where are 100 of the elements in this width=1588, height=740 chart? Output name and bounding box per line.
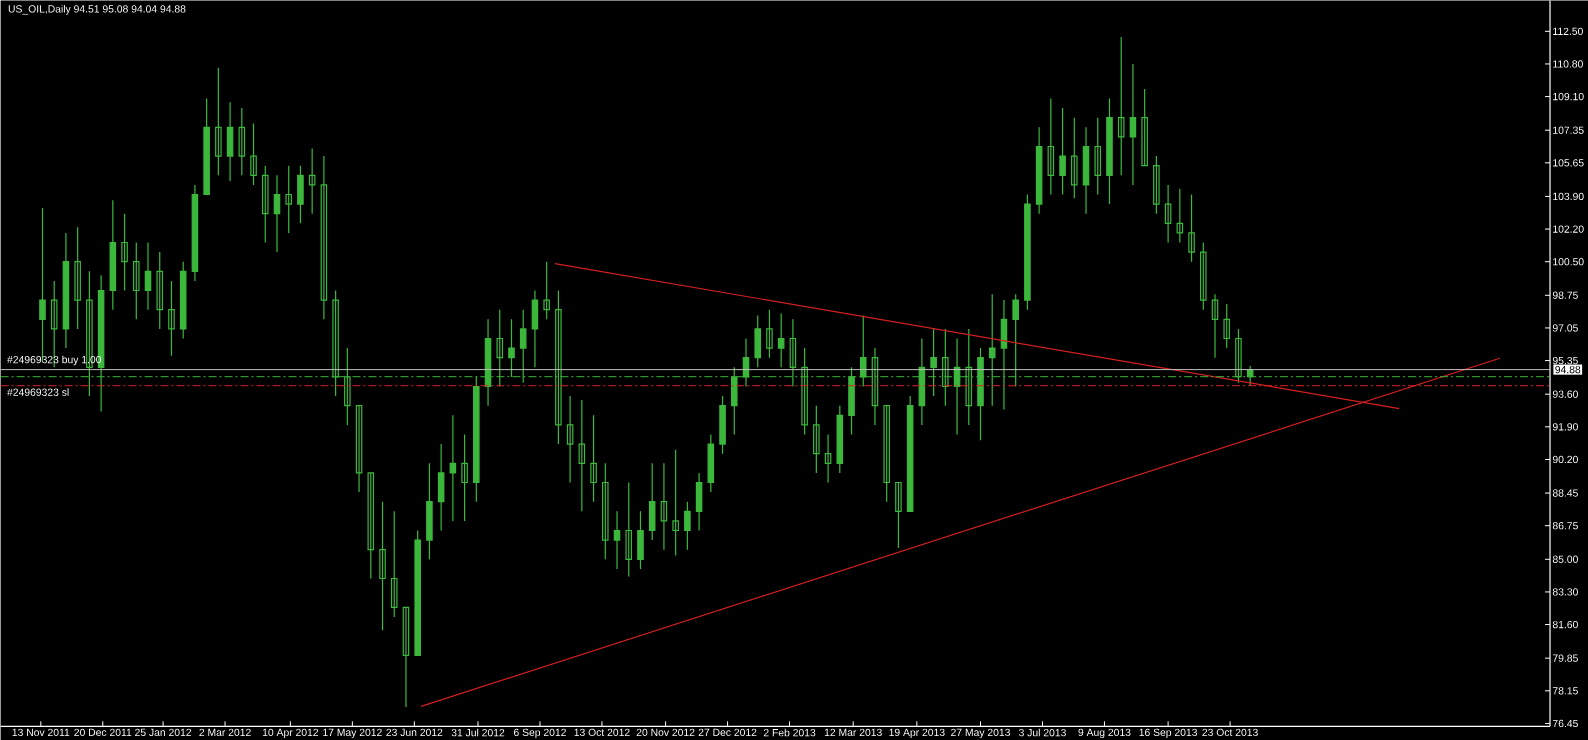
y-tick-label: 88.45 xyxy=(1552,489,1578,497)
y-tick-label: 103.90 xyxy=(1553,192,1584,200)
candlestick xyxy=(74,226,81,330)
candlestick xyxy=(238,107,246,176)
candlestick xyxy=(754,314,761,368)
candlestick xyxy=(179,260,187,339)
candlestick xyxy=(1164,184,1172,243)
x-tick-label: 27 Dec 2012 xyxy=(698,728,757,736)
x-tick-label: 25 Jan 2012 xyxy=(135,728,192,736)
candlestick xyxy=(215,67,222,176)
candlestick xyxy=(660,462,668,551)
y-tick-label: 93.60 xyxy=(1552,390,1578,398)
candlestick xyxy=(273,174,281,253)
candlestick xyxy=(285,164,292,234)
ref-line-label: 94.88 xyxy=(1555,365,1581,374)
y-tick-label: 79.85 xyxy=(1552,654,1578,662)
candlestick xyxy=(1035,126,1043,215)
x-tick-label: 31 Jul 2012 xyxy=(451,728,505,737)
y-tick-label: 76.45 xyxy=(1552,719,1578,727)
candlestick xyxy=(355,404,363,493)
candlestick xyxy=(602,462,609,560)
x-tick-label: 9 Aug 2013 xyxy=(1078,728,1131,738)
candlestick xyxy=(566,395,574,483)
y-tick-label: 97.05 xyxy=(1552,324,1578,332)
candlestick xyxy=(824,433,832,483)
candlestick xyxy=(895,481,902,549)
candlestick xyxy=(437,443,445,531)
candlestick xyxy=(402,606,410,708)
candlestick xyxy=(1200,241,1207,311)
y-tick-label: 81.60 xyxy=(1552,620,1578,629)
candlestick xyxy=(648,462,656,541)
candlestick xyxy=(133,241,140,320)
candlestick xyxy=(707,433,715,493)
candlestick xyxy=(672,449,679,556)
candlestick xyxy=(625,481,633,578)
candlestick xyxy=(813,404,820,474)
candlestick xyxy=(883,404,890,503)
y-tick-label: 98.75 xyxy=(1552,291,1578,299)
y-tick-label: 109.10 xyxy=(1553,92,1584,101)
y-tick-label: 107.35 xyxy=(1553,126,1584,134)
candlestick xyxy=(1106,97,1113,205)
candlestick xyxy=(1188,193,1195,263)
x-tick-label: 13 Nov 2011 xyxy=(12,728,70,736)
candlestick xyxy=(1211,293,1219,359)
candlestick xyxy=(695,472,703,531)
candlestick xyxy=(121,212,128,291)
candlestick xyxy=(109,199,117,311)
y-tick-label: 100.50 xyxy=(1553,257,1584,266)
candlestick xyxy=(379,500,386,631)
candlestick xyxy=(261,164,269,243)
x-tick-label: 16 Sep 2013 xyxy=(1139,728,1198,738)
candlestick xyxy=(390,510,398,618)
candlestick xyxy=(1129,63,1137,186)
y-tick-label: 102.20 xyxy=(1553,225,1584,233)
candlestick xyxy=(461,433,468,522)
candlestick xyxy=(203,97,210,195)
x-tick-label: 20 Dec 2011 xyxy=(74,728,132,736)
x-tick-label: 13 Oct 2012 xyxy=(574,728,630,736)
candlestick xyxy=(297,164,304,224)
candlestick xyxy=(1141,88,1148,167)
candlestick xyxy=(1047,97,1055,195)
candlestick xyxy=(531,289,539,368)
candlestick xyxy=(1117,36,1125,176)
y-tick-label: 105.65 xyxy=(1553,158,1584,167)
candlestick xyxy=(578,399,586,512)
candlestick xyxy=(1082,126,1090,215)
candlestick xyxy=(1176,187,1184,243)
candlestick xyxy=(1024,193,1031,311)
x-tick-label: 6 Sep 2012 xyxy=(514,728,566,738)
candlestick xyxy=(156,251,164,330)
candlestick xyxy=(684,500,691,551)
candlestick xyxy=(719,395,726,455)
candlestick xyxy=(168,280,175,357)
x-tick-label: 23 Jun 2012 xyxy=(386,728,443,736)
x-tick-label: 2 Mar 2012 xyxy=(199,728,251,736)
candlestick xyxy=(613,510,621,570)
ref-line-label: #24969323 sl xyxy=(7,388,69,396)
y-tick-label: 85.00 xyxy=(1552,555,1578,563)
x-tick-label: 20 Nov 2012 xyxy=(636,728,695,736)
y-tick-label: 112.50 xyxy=(1553,27,1583,35)
y-tick-label: 78.15 xyxy=(1552,686,1578,695)
x-tick-label: 2 Feb 2013 xyxy=(763,728,816,737)
candlestick xyxy=(1071,116,1078,199)
x-tick-label: 23 Oct 2013 xyxy=(1202,728,1258,736)
candlestick xyxy=(62,232,70,349)
x-tick-label: 10 Apr 2012 xyxy=(262,728,319,738)
candlestick xyxy=(320,155,328,320)
x-tick-label: 17 May 2012 xyxy=(323,728,382,738)
y-tick-label: 110.80 xyxy=(1553,60,1583,68)
candlestick xyxy=(1059,107,1066,195)
x-tick-label: 27 May 2013 xyxy=(951,728,1010,738)
candlestick xyxy=(250,122,257,186)
candlestick xyxy=(590,414,597,503)
candlestick xyxy=(144,241,152,311)
y-tick-label: 86.75 xyxy=(1552,521,1578,530)
y-tick-label: 95.35 xyxy=(1552,356,1578,365)
candlestick xyxy=(414,529,421,656)
candlestick xyxy=(226,101,234,182)
x-tick-label: 19 Apr 2013 xyxy=(889,728,945,738)
candlestick xyxy=(1153,155,1160,215)
